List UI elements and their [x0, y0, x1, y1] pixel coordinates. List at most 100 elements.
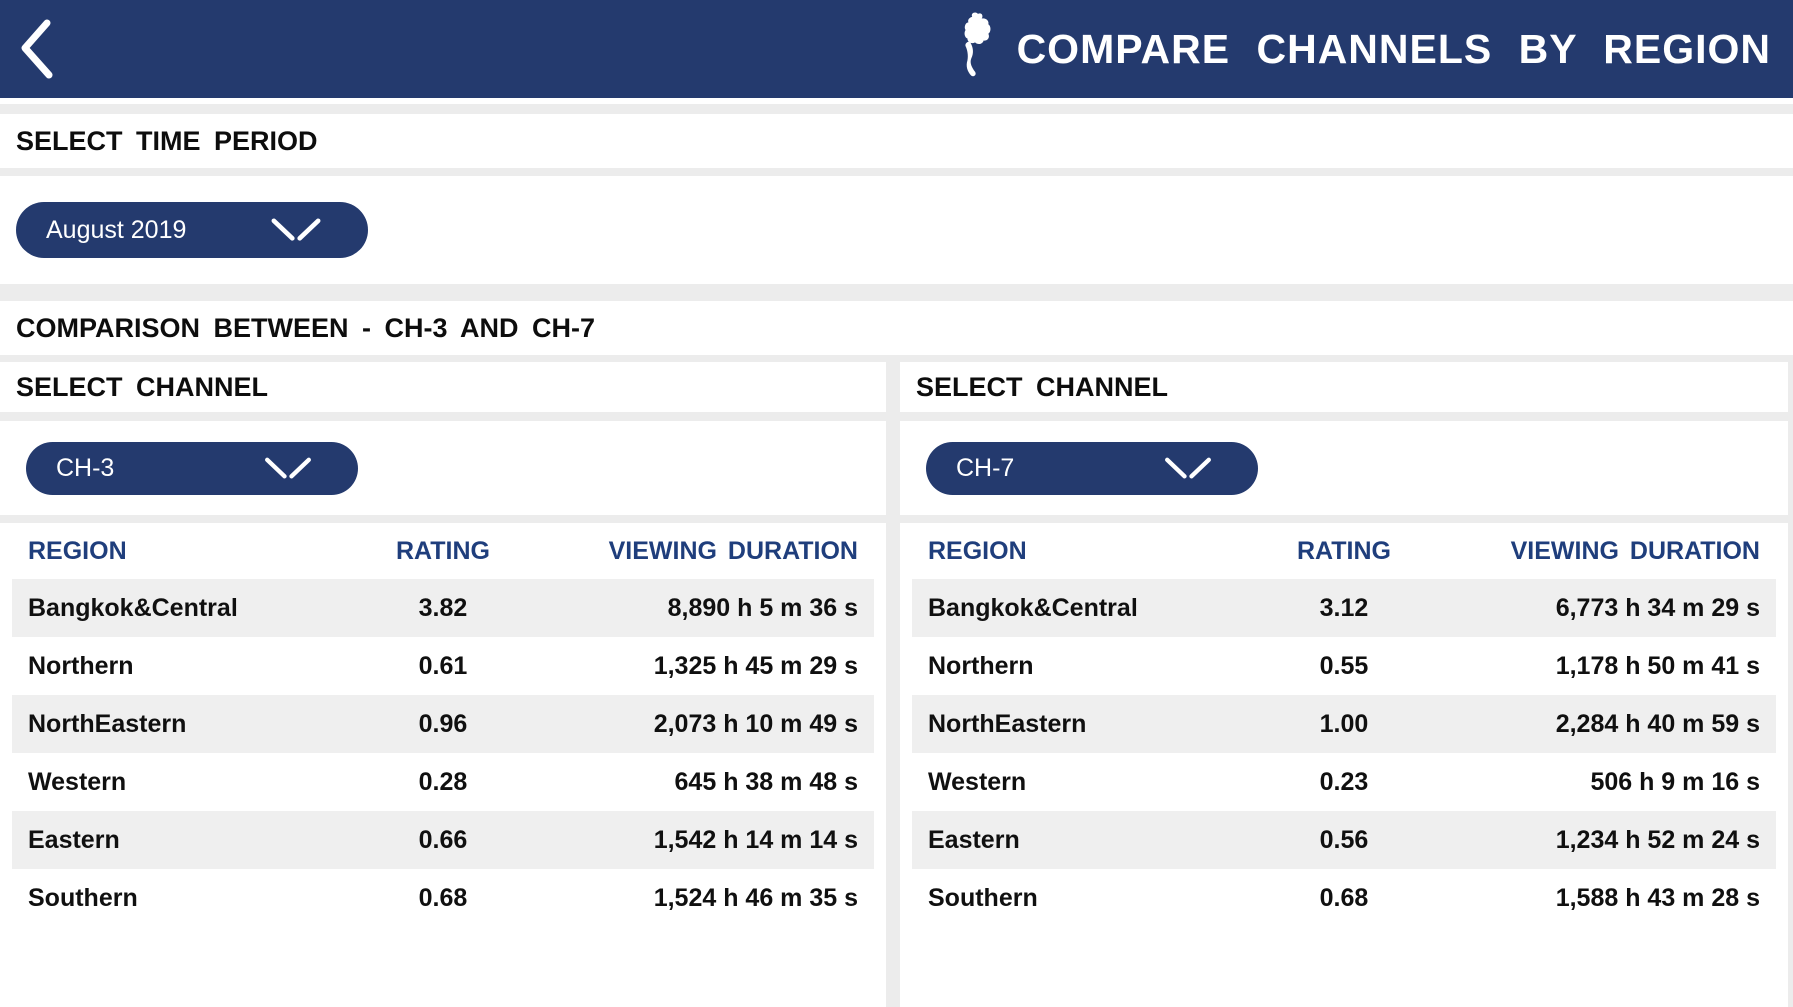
table-row: Bangkok&Central 3.82 8,890 h 5 m 36 s: [12, 579, 874, 637]
rating-column-header: RATING: [396, 536, 490, 565]
region-cell: Southern: [28, 883, 138, 912]
channel-dropdown-right[interactable]: CH-7: [926, 441, 1258, 495]
app-header: COMPARE CHANNELS BY REGION: [0, 0, 1793, 98]
separator-band: [0, 168, 1793, 176]
rating-cell: 0.28: [418, 767, 468, 796]
time-period-section: SELECT TIME PERIOD: [0, 114, 1793, 168]
region-cell: Northern: [28, 651, 134, 680]
channel-panel-left: SELECT CHANNEL CH-3 REGION RATING VIEWIN…: [0, 362, 886, 1007]
duration-cell: 1,588 h 43 m 28 s: [1555, 883, 1760, 912]
separator-band: [0, 284, 1793, 301]
chevron-left-icon: [21, 19, 53, 79]
thailand-map-icon: [964, 12, 991, 77]
region-cell: Bangkok&Central: [928, 593, 1138, 622]
region-cell: Eastern: [928, 825, 1020, 854]
rating-cell: 3.12: [1319, 593, 1369, 622]
table-row: Northern 0.61 1,325 h 45 m 29 s: [12, 637, 874, 695]
channel-dropdown-left[interactable]: CH-3: [26, 441, 358, 495]
separator-band: [900, 412, 1788, 421]
separator-band: [0, 515, 886, 523]
duration-cell: 2,284 h 40 m 59 s: [1555, 709, 1760, 738]
table-row: Bangkok&Central 3.12 6,773 h 34 m 29 s: [912, 579, 1776, 637]
duration-cell: 6,773 h 34 m 29 s: [1555, 593, 1760, 622]
duration-cell: 506 h 9 m 16 s: [1590, 767, 1760, 796]
table-row: NorthEastern 0.96 2,073 h 10 m 49 s: [12, 695, 874, 753]
rating-cell: 1.00: [1319, 709, 1369, 738]
rating-cell: 3.82: [418, 593, 468, 622]
channel-value-left: CH-3: [56, 453, 115, 482]
table-row: Eastern 0.56 1,234 h 52 m 24 s: [912, 811, 1776, 869]
table-row: Southern 0.68 1,588 h 43 m 28 s: [912, 869, 1776, 927]
table-row: Western 0.23 506 h 9 m 16 s: [912, 753, 1776, 811]
channel-dropdown-section-left: CH-3: [0, 421, 886, 515]
table-row: Southern 0.68 1,524 h 46 m 35 s: [12, 869, 874, 927]
region-cell: Southern: [928, 883, 1038, 912]
time-period-dropdown-section: August 2019: [0, 176, 1793, 284]
right-edge-strip: [1788, 362, 1793, 1007]
rating-cell: 0.56: [1319, 825, 1369, 854]
table-row: Eastern 0.66 1,542 h 14 m 14 s: [12, 811, 874, 869]
ratings-table-left: REGION RATING VIEWING DURATION Bangkok&C…: [12, 523, 874, 1007]
time-period-value: August 2019: [46, 215, 187, 244]
duration-cell: 8,890 h 5 m 36 s: [667, 593, 858, 622]
table-row: Western 0.28 645 h 38 m 48 s: [12, 753, 874, 811]
select-channel-heading-left: SELECT CHANNEL: [0, 362, 886, 412]
chevron-down-icon: [265, 457, 311, 478]
separator-band: [0, 412, 886, 421]
duration-cell: 1,234 h 52 m 24 s: [1555, 825, 1760, 854]
region-cell: NorthEastern: [928, 709, 1087, 738]
time-period-dropdown[interactable]: August 2019: [16, 202, 368, 258]
rating-cell: 0.61: [418, 651, 468, 680]
comparison-heading-section: COMPARISON BETWEEN - CH-3 AND CH-7: [0, 301, 1793, 355]
channel-dropdown-section-right: CH-7: [900, 421, 1788, 515]
table-row: Northern 0.55 1,178 h 50 m 41 s: [912, 637, 1776, 695]
rating-cell: 0.68: [1319, 883, 1369, 912]
page-title: COMPARE CHANNELS BY REGION: [1016, 25, 1771, 72]
table-header-row: REGION RATING VIEWING DURATION: [912, 523, 1776, 579]
channel-value-right: CH-7: [956, 453, 1015, 482]
region-cell: NorthEastern: [28, 709, 187, 738]
header-title-group: COMPARE CHANNELS BY REGION: [957, 0, 1771, 98]
ratings-table-right: REGION RATING VIEWING DURATION Bangkok&C…: [912, 523, 1776, 1007]
duration-cell: 1,325 h 45 m 29 s: [653, 651, 858, 680]
back-button[interactable]: [0, 0, 70, 98]
select-channel-heading-right: SELECT CHANNEL: [900, 362, 1788, 412]
chevron-down-icon: [1165, 457, 1211, 478]
separator-band: [0, 104, 1793, 114]
duration-column-header: VIEWING DURATION: [608, 536, 858, 565]
table-body: Bangkok&Central 3.82 8,890 h 5 m 36 s No…: [12, 579, 874, 927]
region-column-header: REGION: [928, 536, 1027, 565]
comparison-heading: COMPARISON BETWEEN - CH-3 AND CH-7: [16, 312, 596, 343]
region-cell: Western: [928, 767, 1027, 796]
chevron-down-icon: [271, 218, 321, 241]
duration-cell: 1,178 h 50 m 41 s: [1555, 651, 1760, 680]
select-channel-label: SELECT CHANNEL: [916, 371, 1169, 402]
separator-band: [0, 355, 1793, 362]
region-cell: Bangkok&Central: [28, 593, 238, 622]
rating-column-header: RATING: [1297, 536, 1391, 565]
region-cell: Northern: [928, 651, 1034, 680]
comparison-panels: SELECT CHANNEL CH-3 REGION RATING VIEWIN…: [0, 362, 1793, 1007]
panel-divider: [886, 362, 900, 1007]
region-column-header: REGION: [28, 536, 127, 565]
duration-cell: 645 h 38 m 48 s: [674, 767, 858, 796]
duration-cell: 1,524 h 46 m 35 s: [653, 883, 858, 912]
rating-cell: 0.68: [418, 883, 468, 912]
time-period-heading: SELECT TIME PERIOD: [16, 125, 318, 156]
table-row: NorthEastern 1.00 2,284 h 40 m 59 s: [912, 695, 1776, 753]
region-cell: Western: [28, 767, 127, 796]
separator-band: [900, 515, 1788, 523]
table-body: Bangkok&Central 3.12 6,773 h 34 m 29 s N…: [912, 579, 1776, 927]
rating-cell: 0.55: [1319, 651, 1369, 680]
select-channel-label: SELECT CHANNEL: [16, 371, 269, 402]
header-gap: [0, 98, 1793, 104]
rating-cell: 0.96: [418, 709, 468, 738]
duration-cell: 2,073 h 10 m 49 s: [653, 709, 858, 738]
duration-cell: 1,542 h 14 m 14 s: [653, 825, 858, 854]
table-header-row: REGION RATING VIEWING DURATION: [12, 523, 874, 579]
channel-panel-right: SELECT CHANNEL CH-7 REGION RATING VIEWIN…: [900, 362, 1788, 1007]
region-cell: Eastern: [28, 825, 120, 854]
rating-cell: 0.23: [1319, 767, 1369, 796]
duration-column-header: VIEWING DURATION: [1510, 536, 1760, 565]
